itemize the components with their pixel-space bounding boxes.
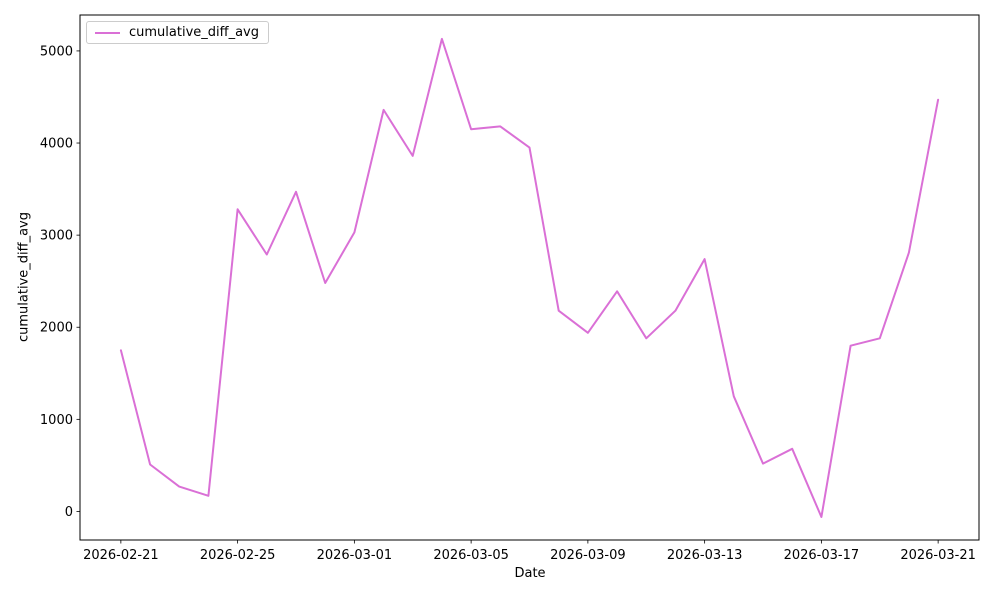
x-tick-label: 2026-03-13: [667, 548, 743, 563]
x-tick-label: 2026-03-01: [317, 548, 393, 563]
x-tick-label: 2026-02-21: [83, 548, 159, 563]
legend-entry-label: cumulative_diff_avg: [129, 25, 259, 40]
y-tick-label: 3000: [40, 229, 73, 244]
y-tick-label: 4000: [40, 137, 73, 152]
y-tick-label: 0: [65, 505, 73, 520]
series-line-cumulative_diff_avg: [119, 37, 940, 518]
y-tick-label: 5000: [40, 44, 73, 59]
x-tick-label: 2026-02-25: [200, 548, 276, 563]
x-tick-label: 2026-03-09: [550, 548, 626, 563]
x-axis-label: Date: [514, 566, 546, 581]
plot-frame: [79, 14, 980, 541]
x-tick-label: 2026-03-21: [900, 548, 976, 563]
legend-line-sample-icon: [95, 31, 120, 34]
y-tick-label: 2000: [40, 321, 73, 336]
x-tick-label: 2026-03-17: [784, 548, 860, 563]
y-tick-label: 1000: [40, 413, 73, 428]
y-axis-label: cumulative_diff_avg: [16, 212, 32, 342]
legend: cumulative_diff_avg: [86, 21, 269, 44]
axis-ticks: 0 1000 2000 3000 4000 5000 2026-02-21 2026-02-2…: [40, 44, 976, 563]
series-lines: [119, 37, 940, 518]
x-tick-label: 2026-03-05: [433, 548, 509, 563]
